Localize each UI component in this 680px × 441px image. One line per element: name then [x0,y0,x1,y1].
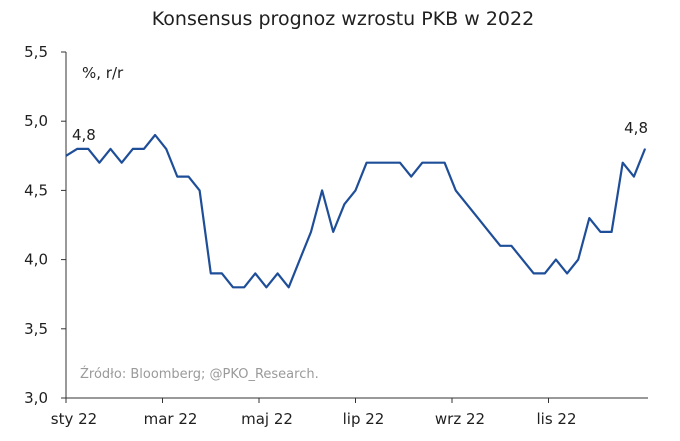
data-point [466,203,468,205]
y-axis: 3,0 3,5 4,0 4,5 5,0 5,5 [24,43,66,407]
data-point [633,176,635,178]
data-point [165,148,167,150]
y-tick-label: 5,5 [24,43,48,61]
data-point [332,231,334,233]
data-point [510,245,512,247]
data-point [432,162,434,164]
data-point [154,134,156,136]
data-point [533,272,535,274]
x-tick-label: lip 22 [343,410,385,428]
data-point [444,162,446,164]
data-point [566,272,568,274]
unit-label: %, r/r [82,64,124,82]
data-point [199,189,201,191]
y-tick-label: 4,0 [24,251,48,269]
data-point [366,162,368,164]
data-point [555,259,557,261]
data-point [98,162,100,164]
data-point [321,189,323,191]
data-point [455,189,457,191]
data-point [243,286,245,288]
data-point [477,217,479,219]
data-point [644,148,646,150]
x-tick-label: wrz 22 [435,410,485,428]
y-tick-label: 3,5 [24,320,48,338]
data-label: 4,8 [72,126,96,144]
series-layer [65,133,647,289]
data-point [176,176,178,178]
data-point [343,203,345,205]
x-tick-label: lis 22 [536,410,576,428]
y-tick-label: 3,0 [24,389,48,407]
y-tick-label: 5,0 [24,112,48,130]
data-point [499,245,501,247]
y-tick-label: 4,5 [24,181,48,199]
data-point [254,272,256,274]
data-point [121,162,123,164]
data-point [232,286,234,288]
data-point [588,217,590,219]
data-labels: 4,8 4,8 [72,119,648,144]
data-point [488,231,490,233]
data-point [421,162,423,164]
data-point [288,286,290,288]
data-point [221,272,223,274]
x-tick-label: mar 22 [144,410,198,428]
data-label: 4,8 [624,119,648,137]
data-point [377,162,379,164]
data-point [143,148,145,150]
data-point [399,162,401,164]
data-point [277,272,279,274]
x-axis: sty 22 mar 22 maj 22 lip 22 wrz 22 lis 22 [51,398,577,428]
source-note: Źródło: Bloomberg; @PKO_Research. [80,366,319,382]
chart-title: Konsensus prognoz wzrostu PKB w 2022 [152,8,534,30]
data-point [310,231,312,233]
data-point [354,189,357,191]
data-point [577,259,579,261]
data-point [65,155,67,157]
data-point [265,286,267,288]
x-tick-label: maj 22 [241,410,293,428]
x-tick-label: sty 22 [51,410,97,428]
data-point [299,259,301,261]
data-point [544,272,546,274]
data-point [210,272,212,274]
data-point [132,148,134,150]
data-point [76,148,78,150]
data-point [599,231,602,233]
data-point [622,162,624,164]
data-point [521,259,524,261]
data-point [109,148,112,150]
data-point [388,162,390,164]
data-point [410,176,412,178]
data-point [187,176,190,178]
series-line [65,133,647,289]
data-point [87,148,89,150]
data-point [611,231,613,233]
